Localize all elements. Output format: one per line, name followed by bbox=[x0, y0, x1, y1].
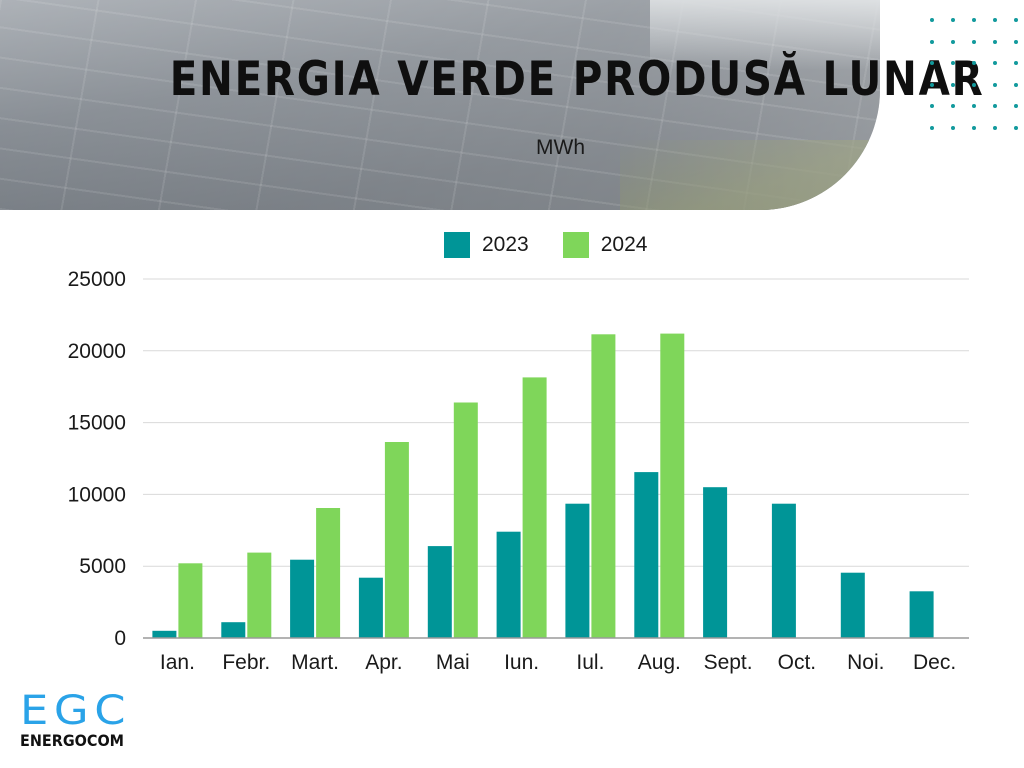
bar-2023-6 bbox=[496, 531, 521, 638]
decorative-dot-grid bbox=[930, 18, 1018, 134]
bar-2024-3 bbox=[316, 508, 341, 638]
bar-2024-7 bbox=[591, 334, 616, 638]
bar-2023-2 bbox=[221, 622, 246, 638]
logo-mark: EGC bbox=[20, 688, 132, 734]
decorative-dot bbox=[1014, 82, 1018, 87]
decorative-dot bbox=[951, 18, 955, 22]
logo-name: ENERGOCOM bbox=[20, 731, 125, 750]
x-tick-label: Noi. bbox=[847, 651, 884, 674]
legend-item-2024: 2024 bbox=[562, 232, 648, 258]
decorative-dot bbox=[951, 61, 955, 65]
bar-2024-4 bbox=[384, 442, 409, 638]
chart-legend: 2023 2024 bbox=[444, 232, 681, 258]
x-tick-label: Iun. bbox=[504, 651, 539, 674]
decorative-dot bbox=[993, 39, 997, 44]
header-sky bbox=[650, 0, 880, 70]
bar-2023-8 bbox=[634, 472, 659, 638]
decorative-dot bbox=[1014, 39, 1018, 44]
decorative-dot bbox=[930, 125, 934, 130]
decorative-dot bbox=[930, 82, 934, 87]
y-tick-label: 15000 bbox=[68, 412, 126, 435]
header-photo bbox=[0, 0, 880, 210]
bar-2023-1 bbox=[152, 630, 177, 638]
legend-swatch-2024 bbox=[562, 232, 589, 258]
decorative-dot bbox=[951, 82, 955, 87]
bar-2024-2 bbox=[247, 552, 272, 638]
y-tick-label: 10000 bbox=[68, 483, 126, 506]
x-tick-label: Oct. bbox=[778, 651, 817, 674]
decorative-dot bbox=[1014, 18, 1018, 22]
x-tick-label: Sept. bbox=[704, 651, 753, 674]
bar-2023-10 bbox=[771, 503, 796, 638]
decorative-dot bbox=[972, 125, 976, 130]
bar-2023-11 bbox=[840, 572, 865, 638]
chart-title: ENERGIA VERDE PRODUSĂ LUNAR bbox=[169, 52, 985, 107]
decorative-dot bbox=[993, 104, 997, 108]
bar-2023-4 bbox=[358, 577, 383, 638]
x-tick-label: Aug. bbox=[638, 651, 681, 674]
decorative-dot bbox=[972, 39, 976, 44]
x-tick-label: Mart. bbox=[291, 651, 339, 674]
legend-label-2024: 2024 bbox=[600, 233, 648, 256]
chart-unit: MWh bbox=[536, 136, 585, 159]
legend-label-2023: 2023 bbox=[482, 233, 529, 256]
header-photo-shade bbox=[0, 0, 880, 210]
legend-item-2023: 2023 bbox=[444, 232, 529, 258]
decorative-dot bbox=[993, 18, 997, 22]
decorative-dot bbox=[930, 39, 934, 44]
decorative-dot bbox=[972, 82, 976, 87]
decorative-dot bbox=[1014, 125, 1018, 130]
y-tick-label: 20000 bbox=[68, 340, 126, 363]
decorative-dot bbox=[993, 61, 997, 65]
decorative-dot bbox=[993, 125, 997, 130]
bar-2023-3 bbox=[290, 559, 315, 638]
decorative-dot bbox=[930, 61, 934, 65]
x-tick-label: Dec. bbox=[913, 651, 956, 674]
bar-2023-7 bbox=[565, 503, 590, 638]
decorative-dot bbox=[951, 125, 955, 130]
bar-2023-5 bbox=[427, 546, 452, 638]
bar-2024-1 bbox=[178, 563, 203, 638]
x-tick-label: Mai bbox=[436, 651, 470, 674]
y-tick-label: 5000 bbox=[79, 555, 126, 578]
bar-2024-8 bbox=[660, 333, 685, 638]
legend-swatch-2023 bbox=[444, 232, 470, 258]
decorative-dot bbox=[951, 39, 955, 44]
y-tick-label: 25000 bbox=[68, 268, 126, 291]
bar-2023-12 bbox=[909, 591, 934, 638]
decorative-dot bbox=[972, 61, 976, 65]
bar-2024-5 bbox=[453, 402, 478, 638]
decorative-dot bbox=[993, 82, 997, 87]
bar-2023-9 bbox=[703, 487, 728, 638]
x-tick-label: Ian. bbox=[160, 651, 195, 674]
bar-chart: 0 5000 10000 15000 20000 25000 Ian. Febr. Mart. A… bbox=[68, 268, 969, 674]
decorative-dot bbox=[930, 18, 934, 22]
x-tick-label: Apr. bbox=[365, 651, 402, 674]
header-grass bbox=[620, 140, 880, 210]
x-tick-label: Iul. bbox=[576, 651, 604, 674]
decorative-dot bbox=[972, 104, 976, 108]
y-tick-label: 0 bbox=[114, 627, 126, 650]
bar-2024-6 bbox=[522, 377, 547, 638]
x-tick-label: Febr. bbox=[222, 651, 270, 674]
company-logo: EGC ENERGOCOM bbox=[20, 690, 150, 750]
decorative-dot bbox=[1014, 104, 1018, 108]
decorative-dot bbox=[972, 18, 976, 22]
decorative-dot bbox=[930, 104, 934, 108]
decorative-dot bbox=[1014, 61, 1018, 65]
decorative-dot bbox=[951, 104, 955, 108]
